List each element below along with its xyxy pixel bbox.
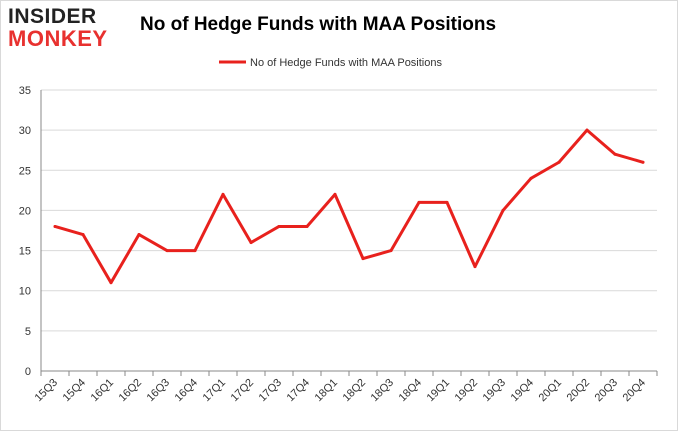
x-tick-label: 15Q4 (61, 377, 89, 405)
y-tick-label: 0 (25, 366, 31, 378)
data-point (445, 200, 449, 204)
x-tick-label: 19Q1 (425, 377, 453, 405)
data-point (305, 224, 309, 228)
data-point (585, 128, 589, 132)
x-tick-label: 16Q4 (173, 377, 201, 405)
data-point (501, 208, 505, 212)
data-point (277, 224, 281, 228)
data-point (53, 224, 57, 228)
y-tick-label: 10 (19, 286, 31, 298)
x-tick-label: 17Q3 (257, 377, 285, 405)
series-line (53, 128, 645, 285)
x-tick-label: 17Q2 (229, 377, 257, 405)
data-point (641, 160, 645, 164)
data-point (137, 233, 141, 237)
x-tick-label: 17Q1 (201, 377, 229, 405)
data-point (361, 257, 365, 261)
x-tick-label: 20Q3 (593, 377, 621, 405)
series (53, 128, 645, 285)
x-tick-label: 18Q2 (341, 377, 369, 405)
y-tick-label: 35 (19, 85, 31, 97)
logo-line-1: INSIDER (8, 5, 97, 28)
legend-label: No of Hedge Funds with MAA Positions (250, 57, 442, 69)
x-tick-label: 20Q1 (537, 377, 565, 405)
logo-line-2: MONKEY (8, 26, 108, 51)
legend: No of Hedge Funds with MAA Positions (219, 57, 442, 69)
x-tick-label: 17Q4 (285, 377, 313, 405)
x-tick-label: 18Q3 (369, 377, 397, 405)
data-point (557, 160, 561, 164)
y-tick-label: 25 (19, 165, 31, 177)
x-tick-label: 20Q2 (565, 377, 593, 405)
data-point (613, 152, 617, 156)
data-point (333, 192, 337, 196)
data-point (193, 249, 197, 253)
x-tick-label: 19Q3 (481, 377, 509, 405)
y-tick-label: 30 (19, 125, 31, 137)
x-tick-label: 16Q1 (89, 377, 117, 405)
data-point (473, 265, 477, 269)
data-point (389, 249, 393, 253)
y-tick-label: 5 (25, 326, 31, 338)
x-tick-labels: 15Q3 15Q4 16Q1 16Q2 16Q3 16Q4 17Q1 17Q2 17Q3 17Q4… (33, 377, 649, 405)
x-tick-label: 19Q2 (453, 377, 481, 405)
data-point (249, 241, 253, 245)
x-tick-label: 16Q3 (145, 377, 173, 405)
axes (40, 90, 658, 376)
gridlines (41, 89, 657, 332)
data-point (109, 281, 113, 285)
x-tick-label: 16Q2 (117, 377, 145, 405)
x-tick-label: 19Q4 (509, 377, 537, 405)
x-tick-label: 18Q4 (397, 377, 425, 405)
y-tick-label: 20 (19, 205, 31, 217)
y-tick-label: 15 (19, 246, 31, 258)
insider-monkey-logo: INSIDER MONKEY (8, 6, 126, 52)
y-tick-labels: 0 5 10 15 20 25 30 35 (19, 85, 31, 378)
data-point (417, 200, 421, 204)
x-tick-label: 15Q3 (33, 377, 61, 405)
data-point (81, 233, 85, 237)
data-point (221, 192, 225, 196)
data-point (529, 176, 533, 180)
data-point (165, 249, 169, 253)
chart-title: No of Hedge Funds with MAA Positions (140, 14, 497, 35)
x-tick-label: 20Q4 (621, 377, 649, 405)
x-tick-label: 18Q1 (313, 377, 341, 405)
